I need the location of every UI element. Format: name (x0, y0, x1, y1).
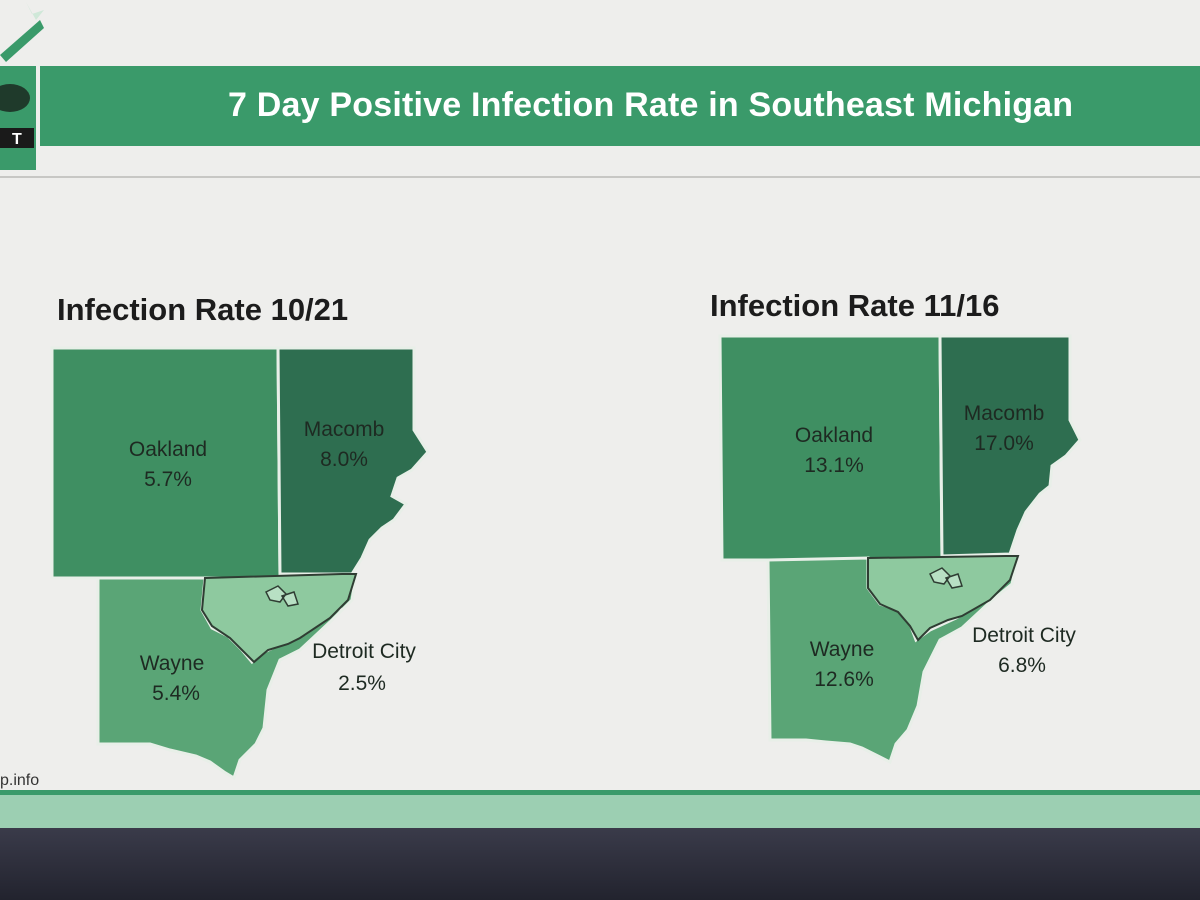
slide-title: 7 Day Positive Infection Rate in Southea… (228, 86, 1074, 124)
oakland-county-2 (718, 334, 944, 562)
map-10-21: Oakland 5.7% Macomb 8.0% Wayne 5.4% Detr… (52, 346, 430, 778)
label-oakland-name: Oakland (129, 438, 207, 461)
map-title-1116: Infection Rate 11/16 (710, 288, 1000, 323)
macomb-county (276, 346, 430, 576)
logo-letter: T (12, 131, 22, 148)
label-macomb-name-2: Macomb (964, 402, 1045, 425)
label-oakland-rate-2: 13.1% (804, 454, 864, 477)
label-oakland-name-2: Oakland (795, 424, 873, 447)
presentation-slide: T 7 Day Positive Infection Rate in South… (0, 0, 1200, 828)
enclave-icon-2 (928, 567, 963, 589)
label-oakland-rate: 5.7% (144, 468, 192, 491)
label-wayne-name-2: Wayne (810, 638, 875, 661)
logo-icon: T (0, 2, 44, 170)
map-title-1021: Infection Rate 10/21 (57, 292, 349, 327)
label-detroit-name: Detroit City (312, 640, 416, 663)
monitor-bezel (0, 828, 1200, 900)
header-bar (40, 66, 1200, 146)
label-macomb-rate-2: 17.0% (974, 432, 1034, 455)
footer-band (0, 795, 1200, 828)
footer-rule (0, 790, 1200, 795)
detroit-city-2 (867, 555, 1020, 642)
label-wayne-rate: 5.4% (152, 682, 200, 705)
label-detroit-rate: 2.5% (338, 672, 386, 695)
label-detroit-rate-2: 6.8% (998, 654, 1046, 677)
macomb-county-2 (938, 334, 1082, 558)
label-wayne-name: Wayne (140, 652, 205, 675)
label-wayne-rate-2: 12.6% (814, 668, 874, 691)
label-detroit-name-2: Detroit City (972, 624, 1076, 647)
label-macomb-name: Macomb (304, 418, 385, 441)
enclave-icon (264, 585, 299, 607)
footer-url: p.info (0, 772, 40, 789)
divider (0, 176, 1200, 178)
map-11-16: Oakland 13.1% Macomb 17.0% Wayne 12.6% D… (718, 334, 1082, 762)
detroit-city (200, 573, 358, 664)
label-macomb-rate: 8.0% (320, 448, 368, 471)
